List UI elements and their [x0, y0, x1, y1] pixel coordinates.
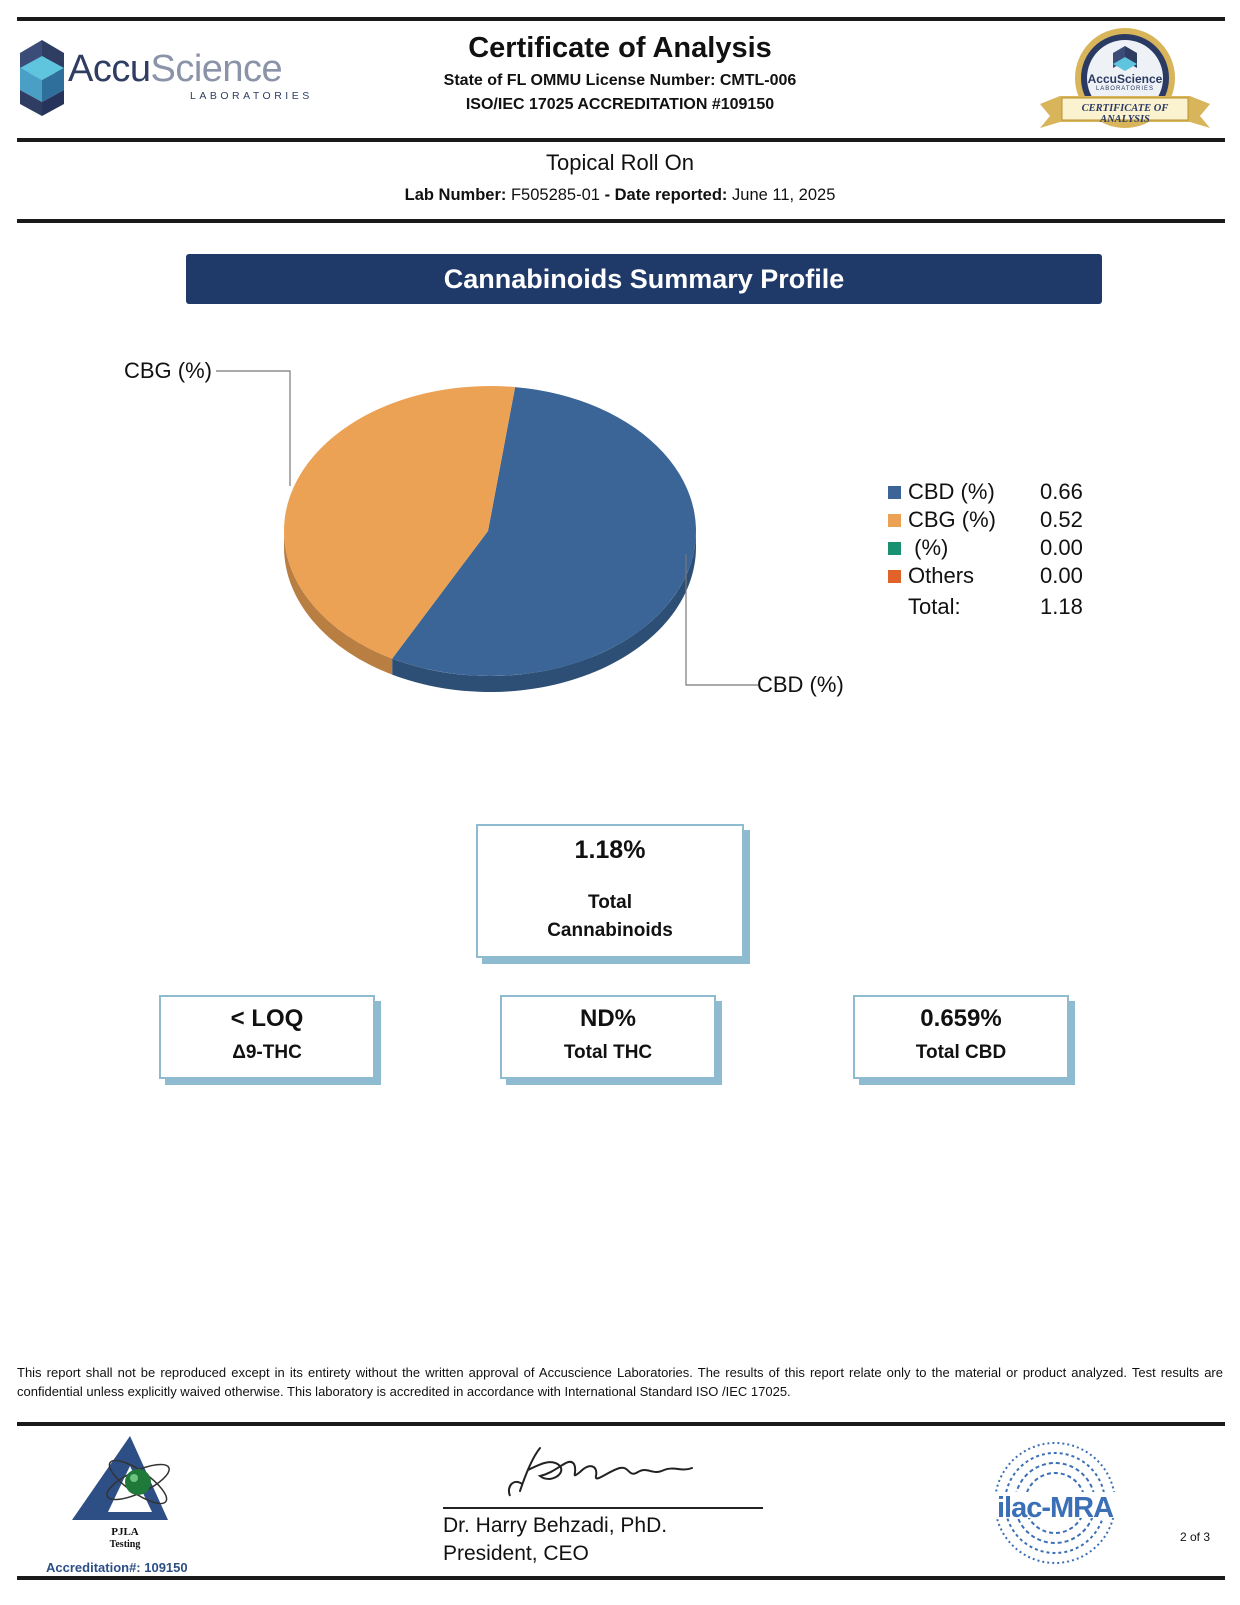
legend-swatch [888, 514, 901, 527]
product-name: Topical Roll On [546, 150, 694, 175]
cbd-callout-line [685, 554, 758, 686]
top-rule [17, 17, 1225, 21]
cbg-callout-line [216, 370, 291, 486]
accreditation-line: ISO/IEC 17025 ACCREDITATION #109150 [465, 96, 775, 113]
signer-title: President, CEO [443, 1542, 589, 1565]
total-cannabinoids-line1: Total [588, 892, 632, 913]
date-reported-label: - Date reported: [604, 186, 728, 204]
total-cannabinoids-box: 1.18% Total Cannabinoids [476, 824, 744, 958]
lab-number-label: Lab Number: [404, 186, 507, 204]
total-thc-box: ND% Total THC [500, 995, 716, 1079]
lab-number-line: Lab Number: F505285-01 - Date reported: … [260, 186, 980, 205]
ilac-text: ilac-MRA [996, 1492, 1114, 1524]
legend-total-label: Total: [908, 594, 961, 619]
legend-swatch [888, 542, 901, 555]
total-cbd-value: 0.659% [920, 1005, 1002, 1032]
company-logo: AccuScience LABORATORIES [20, 40, 310, 120]
signature-line [443, 1507, 763, 1509]
total-cannabinoids-line2: Cannabinoids [547, 920, 673, 941]
ceo-signature [508, 1447, 693, 1497]
footer-top-rule [17, 1422, 1225, 1426]
legend-value: 0.00 [1040, 535, 1083, 560]
cube-logo-icon [20, 40, 64, 116]
legend-row: Others 0.00 [888, 562, 1083, 590]
legend-label: CBG (%) [908, 507, 996, 532]
legend-swatch [888, 486, 901, 499]
ilac-seal-icon [990, 1442, 1120, 1564]
pjla-name: PJLA [111, 1526, 139, 1538]
logo-name-part1: Accu [68, 48, 151, 90]
license-number: State of FL OMMU License Number: CMTL-00… [443, 72, 797, 89]
total-cannabinoids-value: 1.18% [574, 836, 646, 864]
cannabinoid-pie-chart [216, 370, 758, 692]
legend-label: Others [908, 563, 975, 588]
certificate-seal: AccuScience LABORATORIES CERTIFICATE OF … [1040, 26, 1210, 136]
d9-thc-label: Δ9-THC [232, 1042, 302, 1063]
pie-slice [392, 387, 696, 676]
signer-name: Dr. Harry Behzadi, PhD. [443, 1514, 668, 1537]
cbd-callout-label: CBD (%) [757, 672, 844, 697]
pjla-logo: PJLA Testing [40, 1432, 210, 1572]
seal-badge-icon [1040, 28, 1210, 128]
total-cbd-label: Total CBD [915, 1042, 1007, 1063]
pie-slice-side [392, 531, 696, 692]
section-banner: Cannabinoids Summary Profile [186, 254, 1102, 304]
legend-label: CBD (%) [908, 479, 995, 504]
document-title: Certificate of Analysis [468, 32, 772, 64]
legend-label: (%) [908, 535, 949, 560]
legend-row: CBG (%) 0.52 [888, 506, 1083, 534]
page-number: 2 of 3 [1180, 1530, 1211, 1544]
total-thc-label: Total THC [563, 1042, 653, 1063]
legend-swatch [888, 570, 901, 583]
d9-thc-box: < LOQ Δ9-THC [159, 995, 375, 1079]
legend-row: CBD (%) 0.66 [888, 478, 1083, 506]
legend-total-value: 1.18 [1040, 594, 1083, 619]
logo-sub: LABORATORIES [190, 90, 313, 102]
d9-thc-value: < LOQ [230, 1005, 304, 1032]
product-rule [17, 219, 1225, 223]
legend-value: 0.66 [1040, 479, 1083, 504]
legend-row: (%) 0.00 [888, 534, 1083, 562]
pjla-triangle-icon [72, 1436, 170, 1520]
header-rule [17, 138, 1225, 142]
bottom-rule [17, 1576, 1225, 1580]
pie-slice-side [284, 531, 393, 675]
pie-slice [283, 385, 516, 659]
cbg-callout-label: CBG (%) [124, 358, 212, 383]
legend-value: 0.52 [1040, 507, 1083, 532]
legend-total-row: Total: 1.18 [908, 593, 1083, 621]
total-cbd-box: 0.659% Total CBD [853, 995, 1069, 1079]
date-reported: June 11, 2025 [732, 186, 836, 204]
lab-number: F505285-01 [510, 186, 600, 204]
disclaimer-text: This report shall not be reproduced exce… [17, 1365, 1223, 1399]
seal-name: AccuScience [1087, 72, 1163, 86]
seal-ribbon-text: CERTIFICATE OF ANALYSIS [1081, 103, 1169, 125]
ilac-mra-logo: ilac-MRA [990, 1438, 1120, 1568]
pjla-sub: Testing [109, 1539, 141, 1550]
pjla-accreditation: Accreditation#: 109150 [46, 1560, 188, 1575]
legend-value: 0.00 [1040, 563, 1083, 588]
logo-name-part2: Science [150, 48, 283, 90]
seal-sub: LABORATORIES [1095, 86, 1155, 92]
total-thc-value: ND% [579, 1005, 636, 1032]
